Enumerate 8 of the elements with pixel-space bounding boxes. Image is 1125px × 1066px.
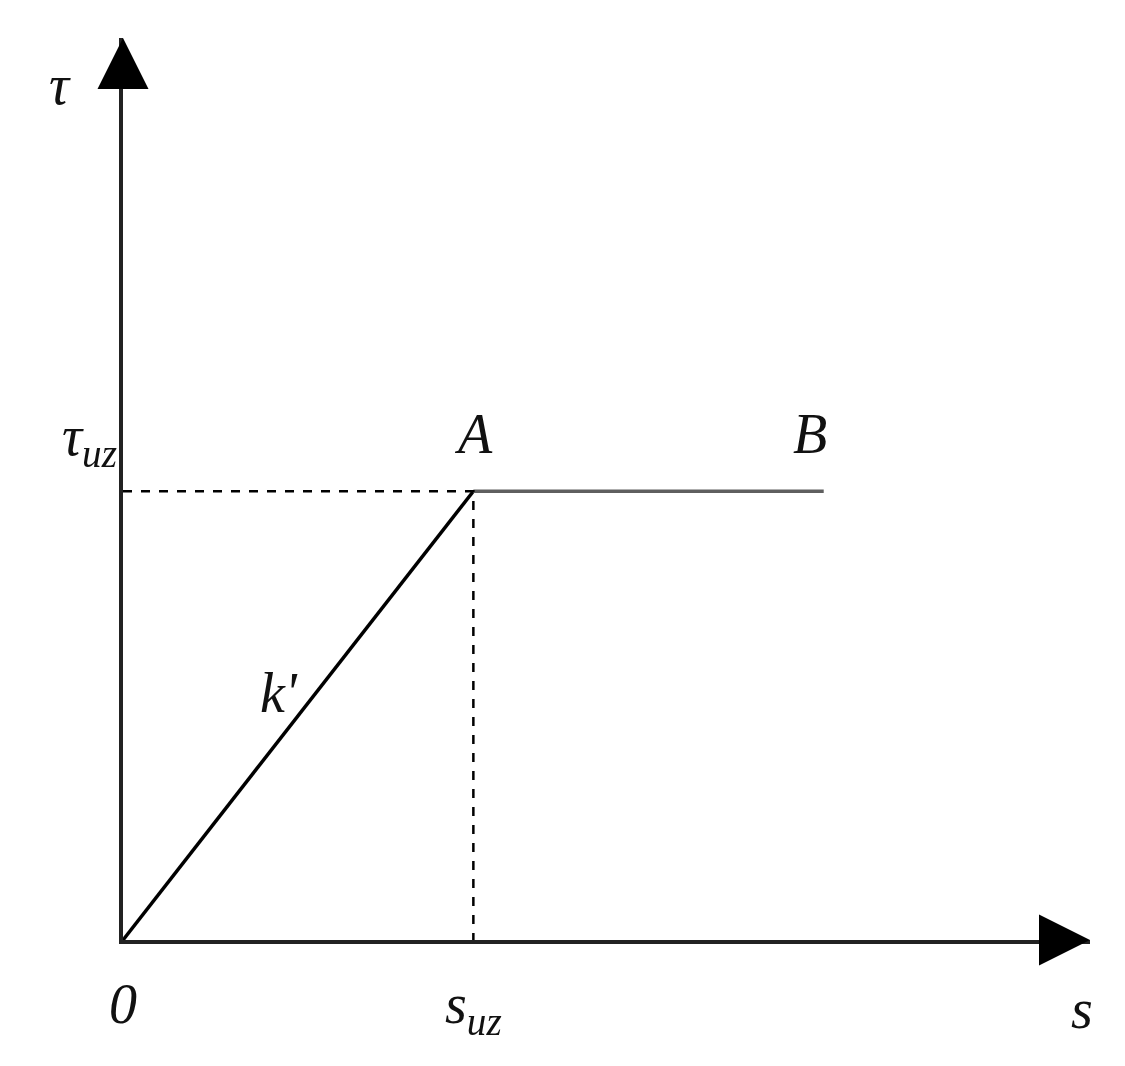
text: τ (49, 54, 71, 116)
x-axis-title: s (1071, 978, 1093, 1040)
x-tick-label: s$_{uz}$ (445, 972, 502, 1043)
annotation: B (793, 403, 828, 465)
annotation: k' (260, 662, 298, 724)
annotation: A (454, 403, 493, 465)
x-tick-label: 0 (109, 972, 137, 1035)
annotation: τ$_{uz}$ (62, 405, 117, 475)
